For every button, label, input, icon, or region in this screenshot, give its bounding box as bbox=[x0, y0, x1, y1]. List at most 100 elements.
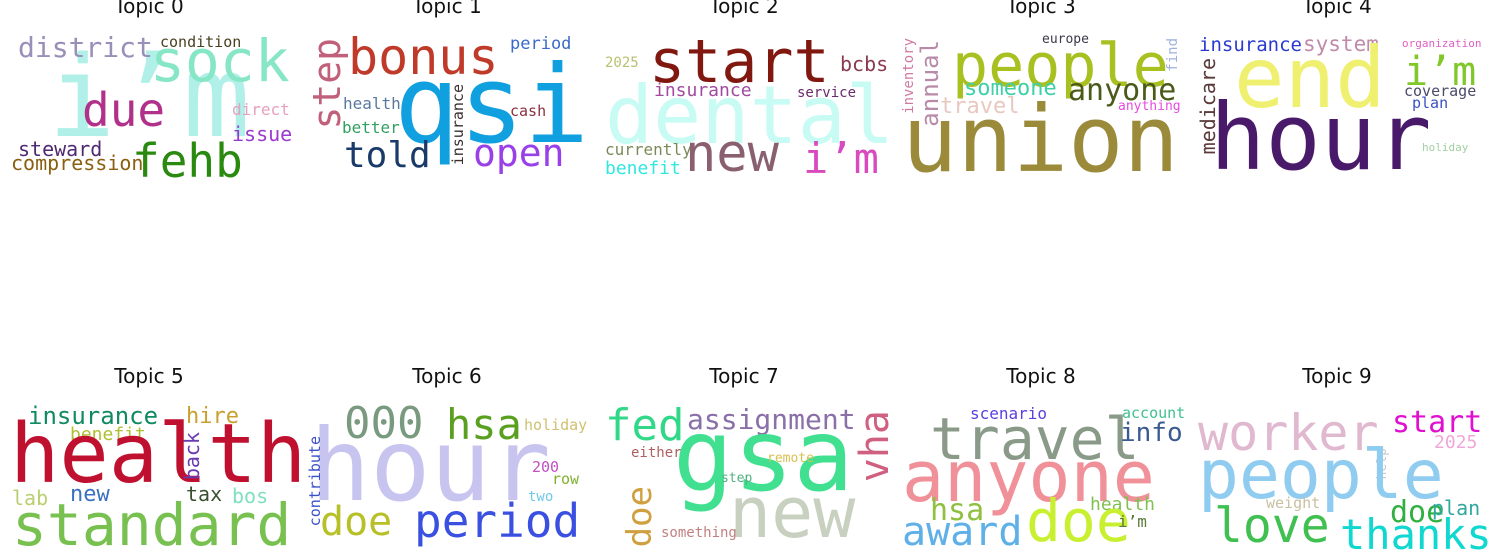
word: award bbox=[902, 509, 1023, 555]
word: i’m bbox=[803, 134, 879, 183]
word: scenario bbox=[970, 404, 1048, 423]
word: bos bbox=[232, 484, 269, 508]
wordcloud-topic-1: Topic 1 step bonus period qsi health bet… bbox=[305, 0, 590, 182]
wordcloud-topic-0: Topic 0 i’m sock district condition due … bbox=[8, 0, 293, 188]
word: hire bbox=[186, 404, 239, 429]
word: holiday bbox=[524, 416, 588, 434]
word: bonus bbox=[348, 28, 499, 86]
word: 200 bbox=[532, 458, 560, 476]
panel-title: Topic 2 bbox=[709, 0, 779, 18]
panel-title: Topic 0 bbox=[114, 0, 184, 18]
word: hour bbox=[1210, 84, 1432, 191]
word: 2025 bbox=[1434, 432, 1478, 453]
word: qsi bbox=[394, 43, 590, 168]
word: benefit bbox=[605, 158, 681, 179]
word: fehb bbox=[132, 134, 243, 188]
word: anything bbox=[1118, 99, 1181, 114]
word: insurance bbox=[1199, 34, 1302, 56]
word: i’m bbox=[48, 33, 251, 163]
word: europe bbox=[1042, 32, 1089, 47]
word: hour bbox=[310, 407, 551, 524]
panel-title: Topic 7 bbox=[709, 364, 779, 388]
word: better bbox=[342, 118, 400, 137]
panel-title: Topic 6 bbox=[412, 364, 482, 388]
word: bcbs bbox=[840, 52, 889, 76]
word: plan bbox=[1432, 496, 1481, 520]
word: system bbox=[1303, 32, 1379, 56]
word: account bbox=[1122, 404, 1186, 422]
wordcloud-topic-3: Topic 3 inventory annual europe people f… bbox=[900, 0, 1182, 186]
word: direct bbox=[232, 100, 290, 119]
word: 000 bbox=[344, 398, 424, 449]
word: currently bbox=[605, 140, 692, 159]
word: health bbox=[1090, 494, 1156, 515]
word: either bbox=[631, 445, 682, 461]
word: due bbox=[82, 83, 166, 137]
word: info bbox=[1120, 418, 1183, 448]
word: love bbox=[1214, 498, 1330, 554]
wordcloud-topic-2: Topic 2 start 2025 bcbs dental insurance… bbox=[603, 0, 894, 184]
word: lab bbox=[12, 486, 49, 510]
word: remote bbox=[767, 451, 814, 466]
word: end bbox=[1234, 29, 1386, 127]
word: condition bbox=[160, 33, 242, 51]
word: someone bbox=[964, 76, 1057, 101]
word: dental bbox=[605, 69, 894, 162]
word: tax bbox=[186, 482, 223, 506]
word: new bbox=[70, 482, 110, 507]
wordcloud-topic-7: Topic 7 fed assignment vha either gsa re… bbox=[603, 364, 898, 554]
word: organization bbox=[1402, 37, 1482, 50]
word: worker bbox=[1198, 404, 1379, 462]
word: find bbox=[1165, 38, 1181, 72]
word: doe bbox=[320, 499, 393, 545]
word: new bbox=[729, 472, 856, 554]
word: two bbox=[528, 489, 554, 505]
wordcloud-topic-6: Topic 6 000 hsa holiday hour contribute … bbox=[306, 364, 588, 552]
wordcloud-topic-8: Topic 8 scenario account travel info any… bbox=[900, 364, 1186, 555]
word: start bbox=[649, 27, 830, 97]
word: vha bbox=[852, 410, 898, 483]
word: step bbox=[305, 38, 349, 130]
word: i’m bbox=[1118, 512, 1147, 531]
word: step bbox=[721, 471, 753, 486]
word: health bbox=[10, 407, 307, 502]
word: told bbox=[344, 135, 431, 176]
word: people bbox=[952, 31, 1169, 101]
word: open bbox=[473, 131, 565, 175]
panel-title: Topic 5 bbox=[114, 364, 184, 388]
word: coverage bbox=[1404, 82, 1477, 100]
word: compression bbox=[11, 151, 144, 175]
wordcloud-topic-4: Topic 4 insurance system organization en… bbox=[1196, 0, 1482, 191]
word: benefit bbox=[70, 424, 146, 445]
word: period bbox=[510, 34, 572, 54]
word: gsa bbox=[673, 397, 854, 514]
panel-title: Topic 3 bbox=[1006, 0, 1076, 18]
word: hsa bbox=[446, 400, 522, 449]
word: weight bbox=[1266, 494, 1321, 512]
word: anyone bbox=[902, 436, 1155, 518]
word: anyone bbox=[1068, 73, 1177, 108]
panel-title: Topic 4 bbox=[1302, 0, 1372, 18]
word: travel bbox=[930, 405, 1140, 473]
word: doe bbox=[1390, 495, 1445, 530]
word: row bbox=[552, 470, 580, 488]
word: new bbox=[685, 124, 779, 184]
word: insurance bbox=[449, 84, 467, 166]
word: doe bbox=[620, 486, 660, 548]
word: 2025 bbox=[605, 55, 639, 71]
word: steward bbox=[18, 137, 103, 161]
panel-title: Topic 1 bbox=[412, 0, 482, 18]
word: doe bbox=[1026, 487, 1131, 555]
word: health bbox=[343, 94, 401, 113]
word: cash bbox=[510, 102, 547, 120]
word: standard bbox=[12, 491, 292, 559]
word: issue bbox=[232, 122, 293, 146]
word: travel bbox=[940, 94, 1020, 119]
word: hsa bbox=[930, 493, 985, 528]
word: union bbox=[902, 86, 1179, 193]
panel-title: Topic 8 bbox=[1006, 364, 1076, 388]
word: period bbox=[414, 494, 581, 548]
wordcloud-topic-9: Topic 9 worker start 2025 help people we… bbox=[1196, 364, 1489, 556]
word: assignment bbox=[687, 403, 856, 436]
word: something bbox=[661, 525, 737, 541]
